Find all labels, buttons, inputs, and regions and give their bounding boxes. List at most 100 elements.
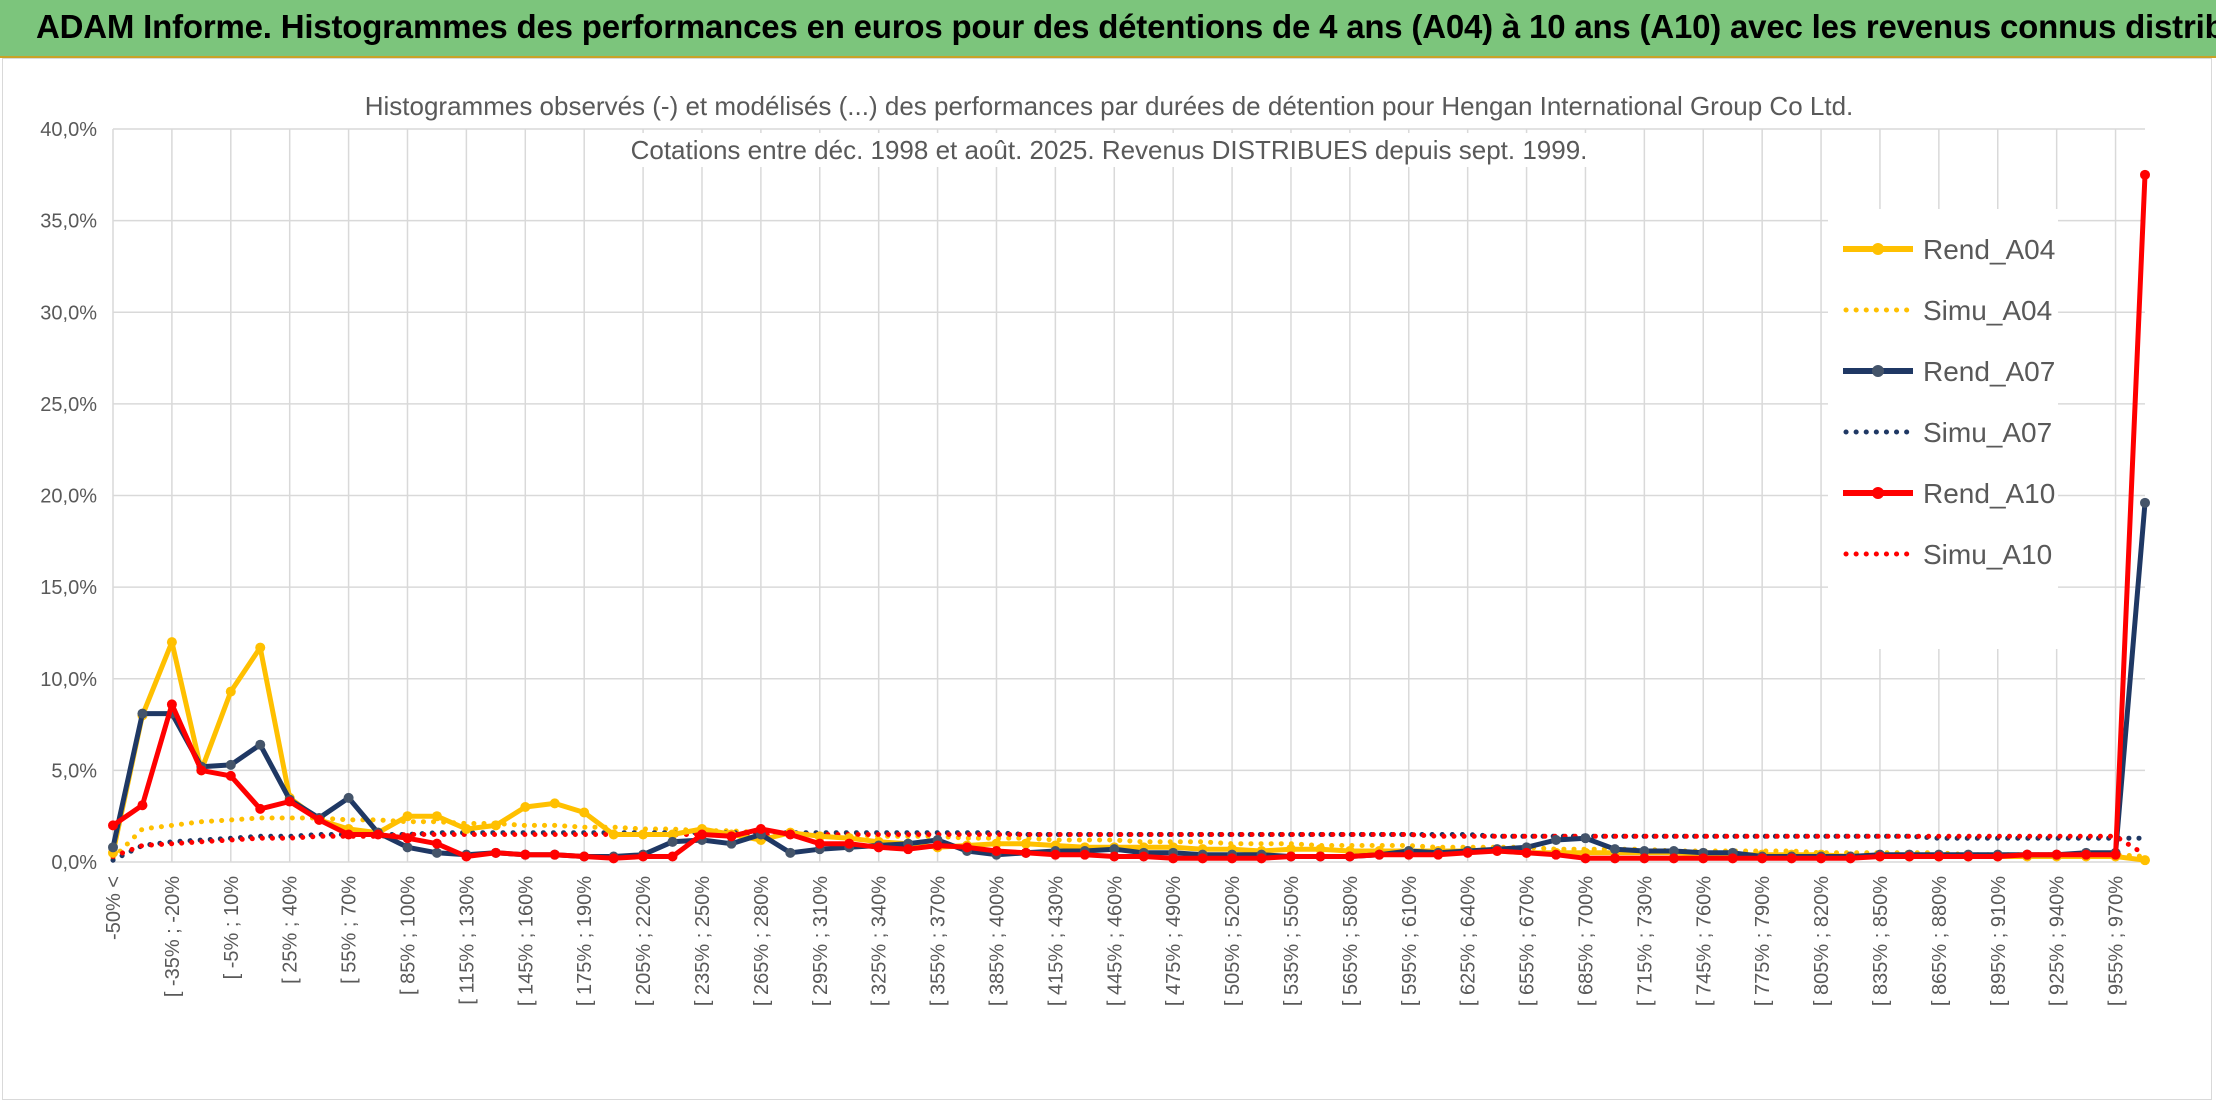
data-point bbox=[225, 770, 236, 781]
chart-subtitle: Cotations entre déc. 1998 et août. 2025.… bbox=[631, 135, 1588, 165]
data-point bbox=[1580, 853, 1591, 864]
series-rend_a10 bbox=[108, 169, 2150, 864]
data-point bbox=[1285, 844, 1296, 855]
data-point bbox=[638, 851, 649, 862]
data-point bbox=[431, 811, 442, 822]
data-point bbox=[1609, 853, 1620, 864]
x-tick-label: [ 895% ; 910% bbox=[1988, 876, 2010, 1006]
data-point bbox=[1285, 851, 1296, 862]
data-point bbox=[1050, 849, 1061, 860]
x-tick-label: [ 955% ; 970% bbox=[2106, 876, 2128, 1006]
data-point bbox=[196, 765, 207, 776]
data-point bbox=[1845, 853, 1856, 864]
x-tick-label: [ 325% ; 340% bbox=[869, 876, 891, 1006]
data-point bbox=[255, 739, 266, 750]
data-point bbox=[314, 814, 325, 825]
data-point bbox=[402, 833, 413, 844]
data-point bbox=[667, 836, 678, 847]
x-tick-label: [ 745% ; 760% bbox=[1693, 876, 1715, 1006]
data-point bbox=[549, 798, 560, 809]
data-point bbox=[1168, 853, 1179, 864]
x-tick-label: [ -5% ; 10% bbox=[221, 876, 243, 980]
data-point bbox=[1933, 851, 1944, 862]
y-tick-label: 25,0% bbox=[40, 394, 97, 416]
data-point bbox=[490, 820, 501, 831]
data-point bbox=[696, 829, 707, 840]
y-tick-label: 20,0% bbox=[40, 486, 97, 508]
data-point bbox=[1639, 846, 1650, 857]
data-point bbox=[844, 838, 855, 849]
data-point bbox=[1227, 853, 1238, 864]
x-tick-label: [ 505% ; 520% bbox=[1222, 876, 1244, 1006]
data-point bbox=[1963, 851, 1974, 862]
legend-item-rend_a07: Rend_A07 bbox=[1843, 356, 2055, 387]
data-point bbox=[166, 637, 177, 648]
data-point bbox=[2140, 169, 2150, 180]
x-tick-label: [ 805% ; 820% bbox=[1811, 876, 1833, 1006]
x-tick-label: [ 445% ; 460% bbox=[1104, 876, 1126, 1006]
data-point bbox=[579, 807, 590, 818]
legend-label: Rend_A04 bbox=[1923, 234, 2055, 265]
data-point bbox=[814, 838, 825, 849]
data-point bbox=[667, 851, 678, 862]
data-point bbox=[579, 851, 590, 862]
data-point bbox=[726, 831, 737, 842]
title-background bbox=[358, 89, 1860, 123]
data-point bbox=[1992, 851, 2003, 862]
x-tick-label: [ 295% ; 310% bbox=[810, 876, 832, 1006]
data-point bbox=[1609, 844, 1620, 855]
x-tick-label: [ 835% ; 850% bbox=[1870, 876, 1892, 1006]
data-point bbox=[2140, 497, 2150, 508]
x-tick-label: [ 865% ; 880% bbox=[1929, 876, 1951, 1006]
data-point bbox=[1639, 853, 1650, 864]
data-point bbox=[284, 796, 295, 807]
grid bbox=[112, 128, 2145, 863]
series-line bbox=[110, 832, 2148, 859]
report-banner: ADAM Informe. Histogrammes des performan… bbox=[0, 0, 2216, 58]
x-tick-label: [ 475% ; 490% bbox=[1163, 876, 1185, 1006]
data-point bbox=[991, 846, 1002, 857]
data-point bbox=[108, 842, 118, 853]
x-tick-label: [ 625% ; 640% bbox=[1458, 876, 1480, 1006]
data-point bbox=[166, 699, 177, 710]
y-tick-label: 40,0% bbox=[40, 119, 97, 141]
data-point bbox=[137, 800, 148, 811]
data-point bbox=[1020, 847, 1031, 858]
data-point bbox=[1403, 849, 1414, 860]
x-tick-label: [ 655% ; 670% bbox=[1517, 876, 1539, 1006]
chart-frame: Histogrammes observés (-) et modélisés (… bbox=[2, 58, 2212, 1100]
data-point bbox=[814, 831, 825, 842]
y-tick-label: 10,0% bbox=[40, 669, 97, 691]
legend-label: Simu_A07 bbox=[1923, 417, 2052, 448]
data-point bbox=[1668, 846, 1679, 857]
subtitle-background bbox=[624, 133, 1594, 167]
data-point bbox=[373, 829, 384, 840]
data-point bbox=[1433, 849, 1444, 860]
data-point bbox=[2140, 855, 2150, 866]
x-tick-label: [ 55% ; 70% bbox=[339, 876, 361, 984]
data-point bbox=[1551, 849, 1562, 860]
x-tick-label: [ 535% ; 550% bbox=[1281, 876, 1303, 1006]
x-tick-label: [ 205% ; 220% bbox=[633, 876, 655, 1006]
series-line bbox=[111, 174, 2148, 861]
y-tick-label: 30,0% bbox=[40, 302, 97, 324]
histogram-chart: Histogrammes observés (-) et modélisés (… bbox=[40, 89, 2150, 1006]
legend-item-simu_a07: Simu_A07 bbox=[1843, 417, 2052, 448]
legend-item-rend_a04: Rend_A04 bbox=[1843, 234, 2055, 265]
x-tick-label: [ 85% ; 100% bbox=[397, 876, 419, 995]
data-point bbox=[962, 842, 973, 853]
series-line bbox=[110, 639, 2146, 863]
data-point bbox=[1079, 849, 1090, 860]
data-point bbox=[108, 820, 118, 831]
data-point bbox=[1109, 844, 1120, 855]
legend[interactable]: Rend_A04 Simu_A04 Rend_A07 Simu_A07 Rend_A10… bbox=[1828, 209, 2058, 649]
data-point bbox=[873, 842, 884, 853]
legend-marker bbox=[1872, 487, 1884, 499]
legend-label: Rend_A07 bbox=[1923, 356, 2055, 387]
x-tick-label: [ 775% ; 790% bbox=[1752, 876, 1774, 1006]
data-point bbox=[402, 842, 413, 853]
legend-label: Simu_A04 bbox=[1923, 295, 2052, 326]
data-point bbox=[667, 829, 678, 840]
x-tick-label: [ 25% ; 40% bbox=[280, 876, 302, 984]
data-point bbox=[137, 708, 148, 719]
